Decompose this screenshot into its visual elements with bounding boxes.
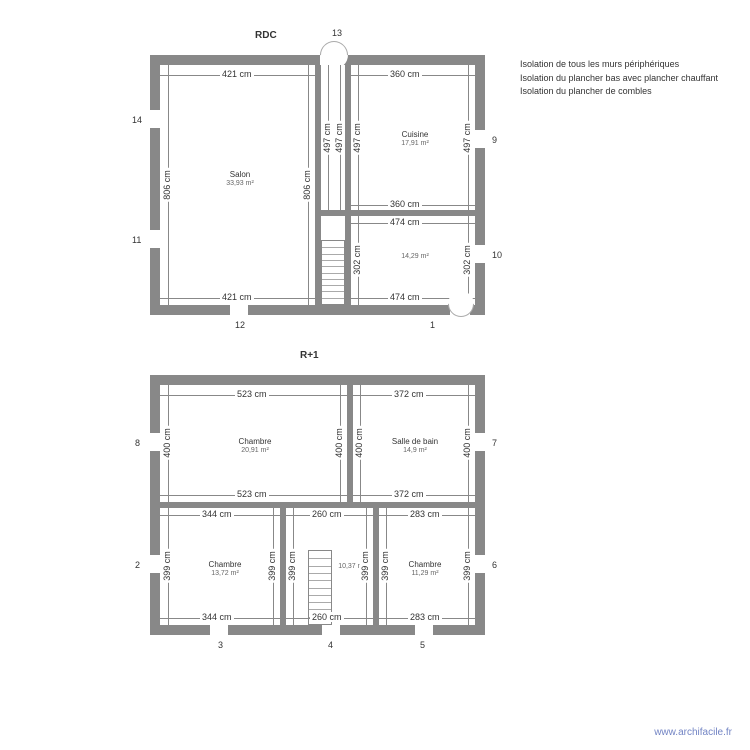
marker-10: 10	[492, 250, 502, 260]
r1-win-3	[210, 625, 228, 635]
dim-rdc-cuisine-l3: 497 cm	[352, 121, 362, 155]
rdc-cuisine-label: Cuisine17,91 m²	[375, 130, 455, 148]
marker-13: 13	[332, 28, 342, 38]
dim-r1-v9: 399 cm	[380, 549, 390, 583]
rdc-win-12	[230, 305, 248, 315]
marker-1: 1	[430, 320, 435, 330]
notes-block: Isolation de tous les murs périphériques…	[520, 58, 718, 99]
dim-r1-v1: 400 cm	[162, 426, 172, 460]
r1-floor: Chambre20,91 m² Salle de bain14,9 m² Cha…	[150, 375, 485, 635]
r1-win-6	[475, 555, 485, 573]
rdc-stairs	[321, 240, 345, 305]
marker-11: 11	[132, 235, 141, 245]
dim-r1-v8: 399 cm	[360, 549, 370, 583]
dim-rdc-hall-l: 302 cm	[352, 243, 362, 277]
r1-win-8	[150, 433, 160, 451]
dim-r1-r2t1: 344 cm	[200, 509, 234, 519]
dim-rdc-left-h: 806 cm	[162, 168, 172, 202]
rdc-win-9	[475, 130, 485, 148]
dim-r1-v5: 399 cm	[162, 549, 172, 583]
dim-r1-v6: 399 cm	[267, 549, 277, 583]
r1-title: R+1	[300, 350, 319, 361]
credits-link[interactable]: www.archifacile.fr	[654, 727, 732, 738]
marker-8: 8	[135, 438, 140, 448]
dim-r1-r1br: 372 cm	[392, 489, 426, 499]
dim-r1-r2t3: 283 cm	[408, 509, 442, 519]
rdc-floor: Salon33,93 m² Cuisine17,91 m² 14,29 m² 4…	[150, 55, 485, 315]
rdc-bot-arc	[443, 286, 480, 323]
dim-r1-v4: 400 cm	[462, 426, 472, 460]
rdc-hall-label: 14,29 m²	[380, 253, 450, 261]
dim-r1-v2: 400 cm	[334, 426, 344, 460]
marker-9: 9	[492, 135, 497, 145]
dim-r1-v3: 400 cm	[354, 426, 364, 460]
dim-r1-r2b2: 260 cm	[310, 612, 344, 622]
marker-2: 2	[135, 560, 140, 570]
dim-r1-r2b3: 283 cm	[408, 612, 442, 622]
r1-ch1-label: Chambre20,91 m²	[215, 437, 295, 455]
rdc-win-10	[475, 245, 485, 263]
rdc-win-11	[150, 230, 160, 248]
dim-r1-r2b1: 344 cm	[200, 612, 234, 622]
rdc-salon-label: Salon33,93 m²	[200, 170, 280, 188]
rdc-title: RDC	[255, 30, 277, 41]
dim-rdc-top-right: 360 cm	[388, 69, 422, 79]
dim-rdc-cuisine-bot: 360 cm	[388, 199, 422, 209]
dim-r1-r1bl: 523 cm	[235, 489, 269, 499]
dim-r1-v7: 399 cm	[287, 549, 297, 583]
r1-ch3-label: Chambre11,29 m²	[390, 560, 460, 578]
r1-ch2-label: Chambre13,72 m²	[185, 560, 265, 578]
r1-sdb-label: Salle de bain14,9 m²	[375, 437, 455, 455]
r1-win-7	[475, 433, 485, 451]
dim-r1-top-left: 523 cm	[235, 389, 269, 399]
dim-r1-v10: 399 cm	[462, 549, 472, 583]
dim-rdc-hall-r: 302 cm	[462, 243, 472, 277]
dim-rdc-inner-806: 806 cm	[302, 168, 312, 202]
dim-rdc-top-left: 421 cm	[220, 69, 254, 79]
rdc-win-14	[150, 110, 160, 128]
marker-3: 3	[218, 640, 223, 650]
marker-6: 6	[492, 560, 497, 570]
dim-rdc-hall-top: 474 cm	[388, 217, 422, 227]
dim-r1-r2t2: 260 cm	[310, 509, 344, 519]
note-1: Isolation de tous les murs périphériques	[520, 58, 718, 72]
marker-12: 12	[235, 320, 245, 330]
marker-4: 4	[328, 640, 333, 650]
r1-win-4	[322, 625, 340, 635]
dim-rdc-cuisine-l1: 497 cm	[322, 121, 332, 155]
note-2: Isolation du plancher bas avec plancher …	[520, 72, 718, 86]
note-3: Isolation du plancher de combles	[520, 85, 718, 99]
dim-r1-top-right: 372 cm	[392, 389, 426, 399]
marker-5: 5	[420, 640, 425, 650]
dim-rdc-cuisine-r: 497 cm	[462, 121, 472, 155]
marker-14: 14	[132, 115, 142, 125]
r1-win-2	[150, 555, 160, 573]
dim-rdc-cuisine-l2: 497 cm	[334, 121, 344, 155]
marker-7: 7	[492, 438, 497, 448]
dim-rdc-bot-left: 421 cm	[220, 292, 254, 302]
dim-rdc-bot-right: 474 cm	[388, 292, 422, 302]
r1-win-5	[415, 625, 433, 635]
